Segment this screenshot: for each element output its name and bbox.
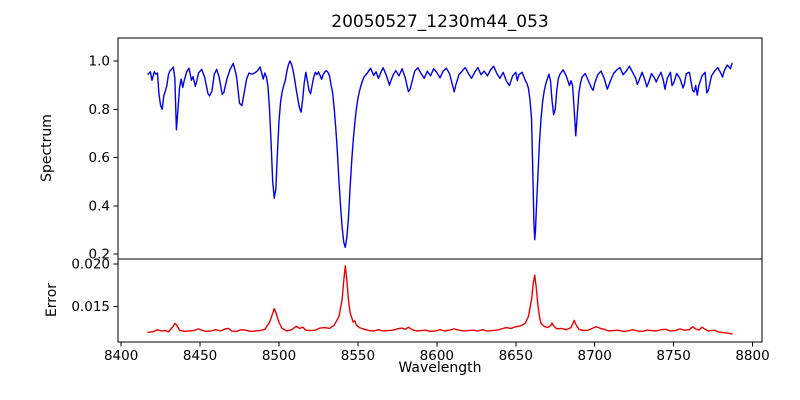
y-tick-label: 0.020: [71, 257, 110, 273]
x-tick-label: 8500: [262, 348, 296, 364]
y-tick-label: 0.6: [89, 150, 110, 166]
y-tick-label: 0.2: [89, 247, 110, 263]
x-tick-label: 8700: [578, 348, 612, 364]
x-tick-label: 8750: [656, 348, 690, 364]
x-tick-label: 8400: [104, 348, 138, 364]
y-tick-label: 1.0: [89, 53, 110, 69]
error-y-axis-label: Error: [44, 282, 60, 318]
y-tick-label: 0.015: [71, 299, 110, 315]
wavelength-x-axis-label: Wavelength: [398, 360, 482, 376]
spectrum-y-axis-label: Spectrum: [39, 114, 55, 182]
spectrum-line: [147, 60, 733, 249]
x-tick-label: 8600: [420, 348, 454, 364]
y-tick-label: 0.8: [89, 102, 110, 118]
y-tick-label: 0.4: [89, 198, 110, 214]
axes-spine-bottom: [117, 258, 763, 343]
plot-title: 20050527_1230m44_053: [331, 12, 549, 32]
x-tick-label: 8650: [499, 348, 533, 364]
x-tick-label: 8800: [735, 348, 769, 364]
error-line: [147, 265, 733, 335]
axes-spine-top: [117, 37, 763, 260]
x-tick-label: 8550: [341, 348, 375, 364]
x-tick-label: 8450: [183, 348, 217, 364]
